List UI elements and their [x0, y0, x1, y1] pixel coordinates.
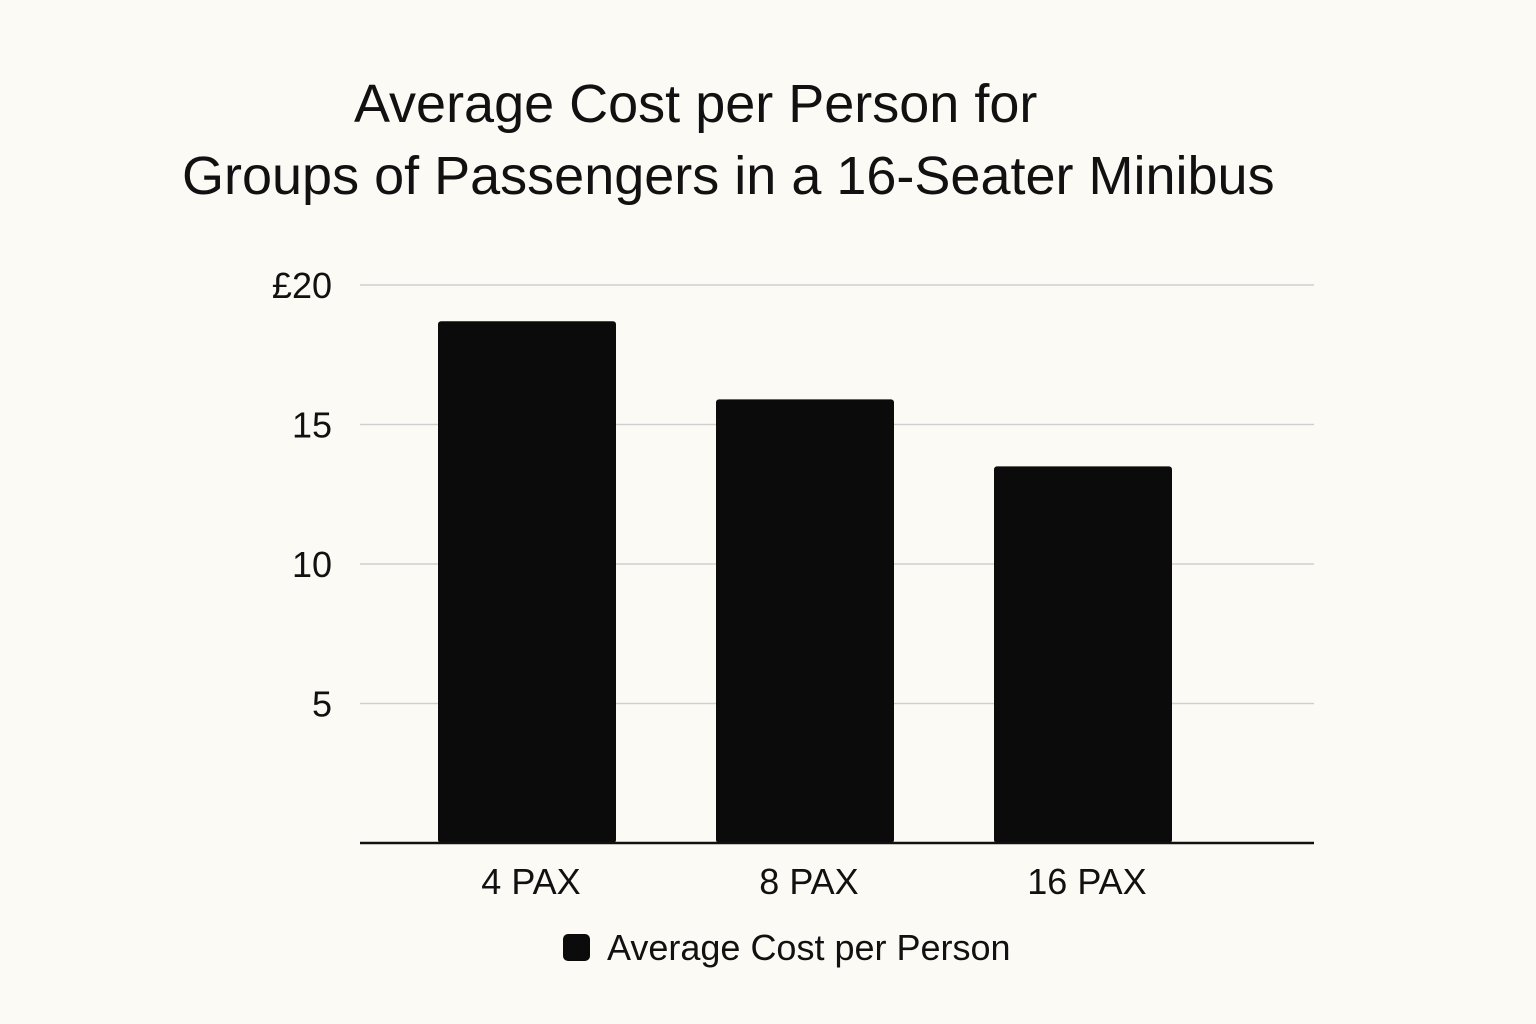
y-tick-label: £20: [272, 265, 332, 306]
x-tick-label: 4 PAX: [481, 861, 580, 902]
x-tick-label: 8 PAX: [759, 861, 858, 902]
x-tick-label: 16 PAX: [1027, 861, 1146, 902]
y-tick-label: 5: [312, 684, 332, 725]
bar-16-pax: [994, 466, 1172, 843]
y-axis-ticks: 5 10 15 £20: [272, 265, 332, 725]
chart-title-line-1: Average Cost per Person for: [354, 74, 1038, 134]
chart-title-line-2: Groups of Passengers in a 16-Seater Mini…: [182, 146, 1275, 206]
chart-title: Average Cost per Person for Groups of Pa…: [0, 68, 1536, 212]
legend: Average Cost per Person: [563, 927, 1011, 968]
y-tick-label: 10: [292, 544, 332, 585]
bar-4-pax: [438, 321, 616, 843]
bar-8-pax: [716, 399, 894, 843]
legend-swatch: [563, 934, 590, 961]
x-axis-ticks: 4 PAX 8 PAX 16 PAX: [481, 861, 1146, 902]
y-tick-label: 15: [292, 405, 332, 446]
bars: [438, 321, 1172, 843]
legend-label: Average Cost per Person: [607, 927, 1011, 968]
